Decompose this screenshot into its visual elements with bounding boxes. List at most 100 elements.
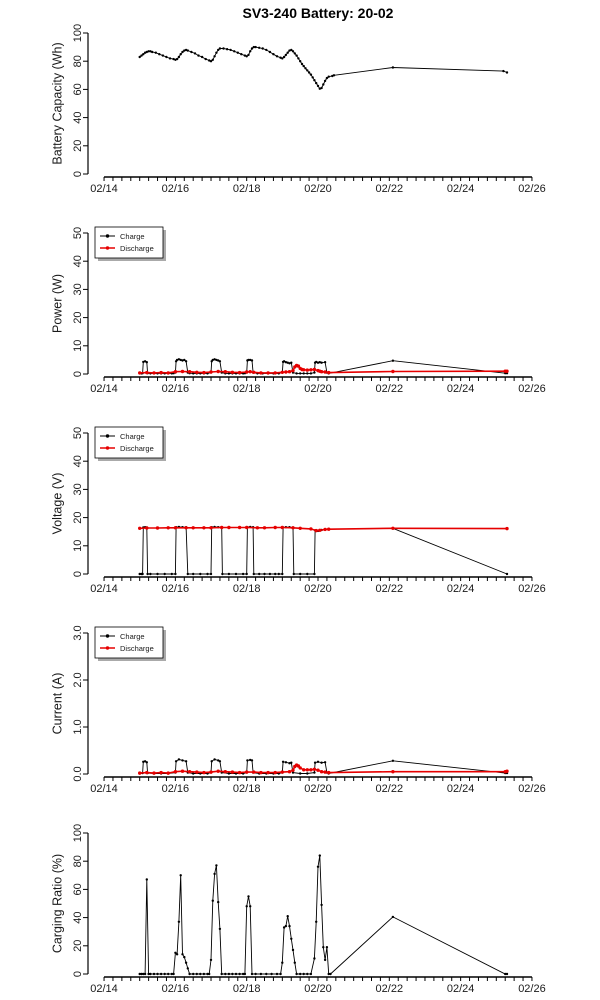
data-point — [322, 946, 325, 949]
data-point — [209, 958, 213, 962]
data-point — [151, 50, 154, 54]
data-point — [327, 370, 331, 375]
data-point — [147, 50, 150, 53]
data-point — [206, 572, 209, 576]
data-point — [327, 972, 330, 976]
data-point — [211, 358, 214, 362]
data-point — [327, 770, 331, 775]
y-tick-label: 40 — [72, 455, 84, 467]
x-tick-label: 02/26 — [518, 783, 546, 795]
data-point — [213, 758, 216, 761]
data-point — [227, 772, 231, 775]
x-tick-label: 02/24 — [447, 383, 475, 395]
data-point — [309, 372, 313, 375]
data-point — [145, 526, 149, 530]
y-tick-label: 20 — [72, 940, 84, 952]
data-point — [173, 526, 178, 530]
y-tick-label: 60 — [72, 883, 84, 895]
data-point — [302, 372, 305, 375]
data-point — [236, 51, 239, 54]
data-point — [186, 967, 189, 970]
data-point — [274, 572, 277, 576]
data-point — [280, 770, 284, 774]
series-line-carging-ratio — [139, 855, 507, 975]
data-point — [307, 71, 311, 74]
data-point — [286, 361, 289, 364]
data-point — [138, 771, 142, 775]
data-point — [192, 972, 195, 976]
data-point — [268, 572, 272, 576]
data-point — [230, 770, 235, 774]
y-tick-label: 10 — [72, 540, 84, 552]
data-point — [174, 951, 177, 954]
data-point — [247, 895, 250, 898]
data-point — [240, 53, 243, 56]
data-point — [259, 371, 263, 375]
data-point — [250, 47, 254, 50]
y-tick-label: 80 — [72, 855, 84, 867]
data-point — [299, 972, 302, 976]
data-point — [202, 972, 206, 976]
y-tick-label: 50 — [72, 227, 84, 239]
data-point — [179, 874, 182, 877]
data-point — [152, 972, 156, 976]
data-point — [234, 972, 238, 976]
x-tick-label: 02/22 — [376, 583, 404, 595]
data-point — [173, 770, 178, 774]
data-point — [221, 572, 224, 576]
legend-box — [94, 426, 164, 459]
series-line-discharge — [139, 364, 507, 374]
data-point — [291, 368, 295, 373]
data-point — [200, 55, 204, 59]
data-point — [270, 972, 273, 976]
data-point — [273, 371, 277, 375]
data-point — [138, 972, 141, 976]
y-tick-label: 30 — [72, 483, 84, 495]
data-point — [316, 768, 320, 772]
data-point — [284, 370, 288, 374]
data-point — [292, 572, 295, 576]
data-point — [505, 769, 509, 773]
data-point — [138, 371, 142, 375]
data-point — [227, 572, 231, 576]
data-point — [505, 369, 509, 373]
data-point — [209, 60, 213, 63]
x-tick-label: 02/16 — [162, 383, 190, 395]
data-point — [312, 367, 317, 372]
data-point — [237, 370, 242, 375]
data-point — [255, 526, 260, 530]
data-point — [250, 359, 254, 362]
data-point — [237, 525, 242, 530]
x-tick-label: 02/14 — [90, 183, 118, 195]
legend-marker — [105, 446, 110, 450]
data-point — [273, 525, 277, 530]
y-tick-label: 0 — [72, 971, 84, 977]
data-point — [323, 79, 327, 83]
data-point — [320, 86, 323, 90]
x-tick-label: 02/14 — [90, 583, 118, 595]
data-point — [247, 53, 250, 57]
data-point — [145, 50, 148, 54]
y-axis-title: Carging Ratio (%) — [50, 854, 64, 953]
data-point — [250, 759, 254, 762]
data-point — [277, 572, 280, 576]
data-point — [391, 359, 395, 362]
data-point — [295, 972, 298, 976]
data-point — [290, 937, 293, 940]
data-point — [318, 854, 321, 857]
data-point — [298, 766, 302, 770]
data-point — [213, 872, 216, 876]
data-point — [313, 572, 316, 576]
y-tick-label: 30 — [72, 283, 84, 295]
data-point — [272, 53, 275, 56]
data-point — [300, 62, 304, 66]
x-tick-label: 02/20 — [304, 983, 332, 995]
data-point — [195, 972, 198, 976]
data-point — [227, 972, 231, 976]
data-point — [152, 771, 156, 775]
data-point — [313, 371, 316, 374]
data-point — [142, 360, 145, 364]
data-point — [291, 50, 295, 53]
y-tick-label: 2.0 — [72, 672, 84, 687]
